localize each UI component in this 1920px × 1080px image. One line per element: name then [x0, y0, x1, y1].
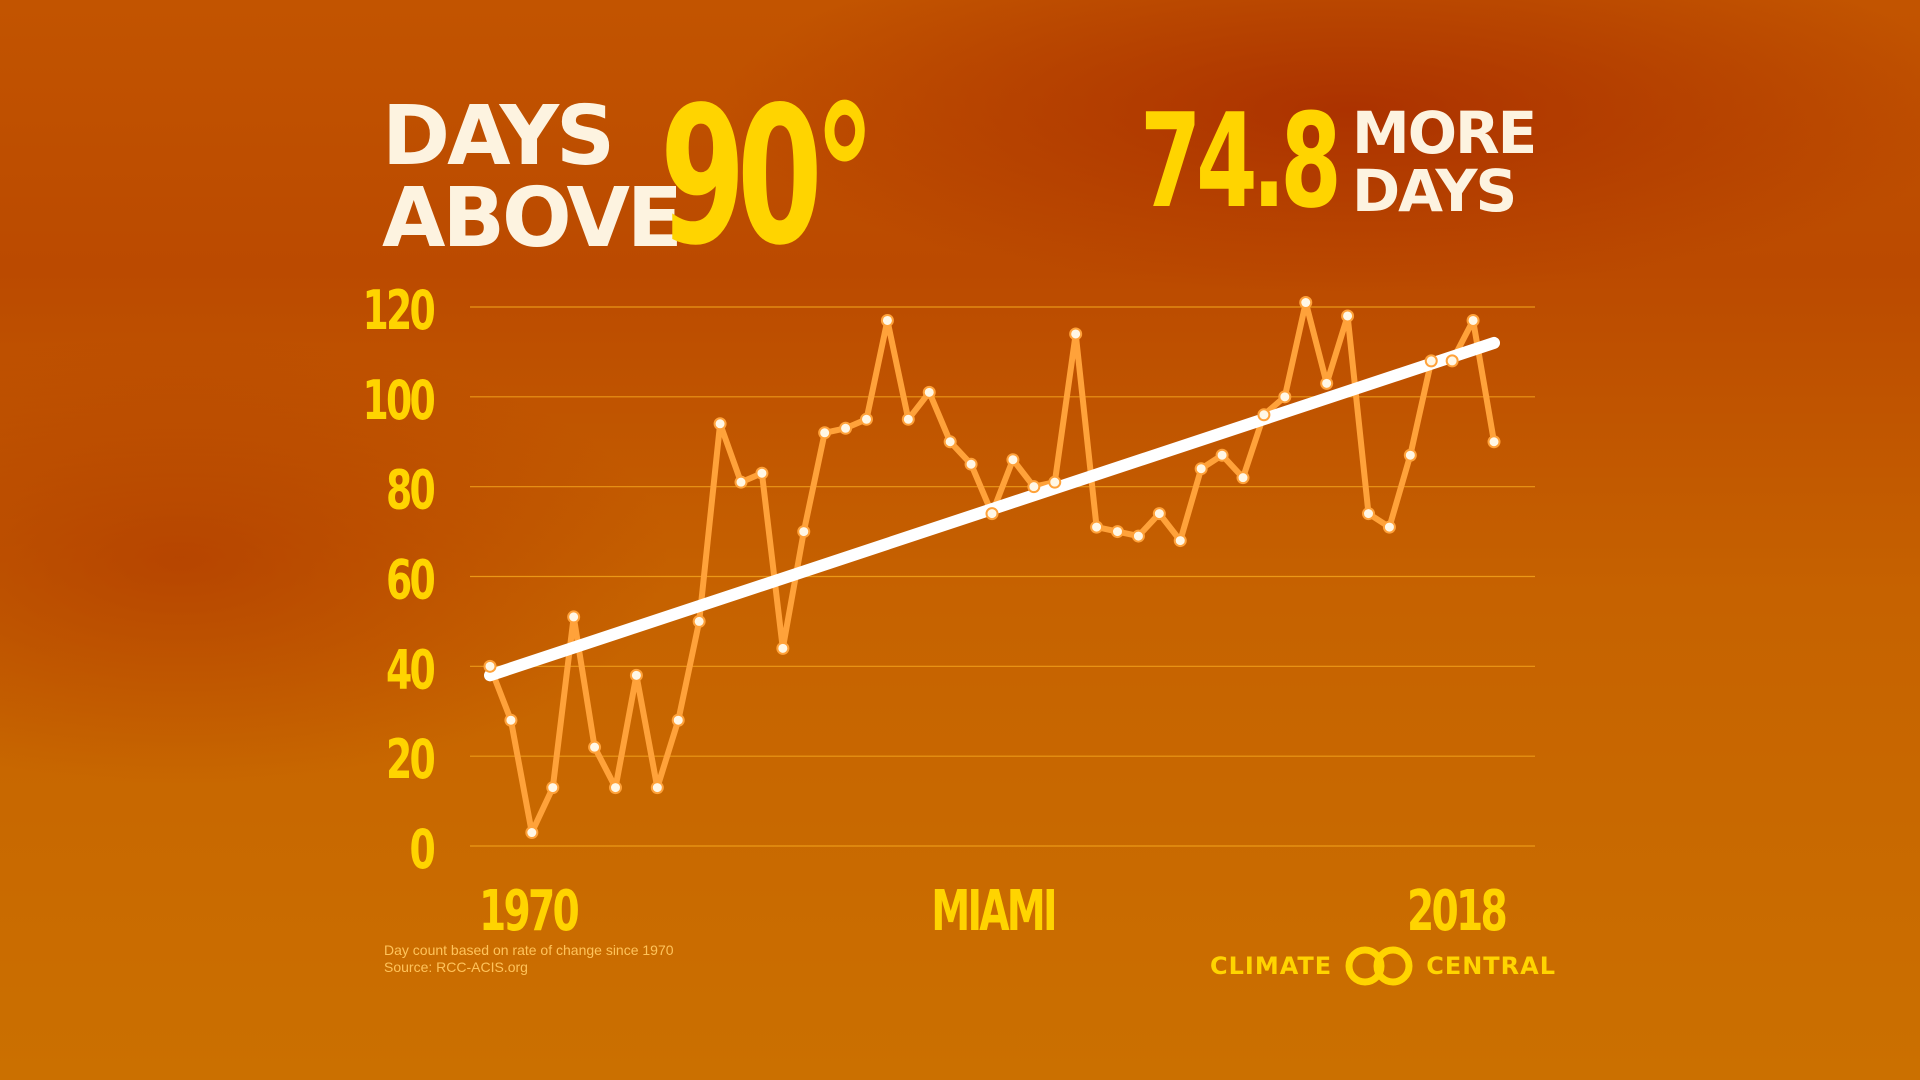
data-point: [692, 614, 706, 628]
footnote: Day count based on rate of change since …: [384, 942, 674, 976]
data-point: [1320, 376, 1334, 390]
data-points: [483, 296, 1501, 840]
data-point: [588, 740, 602, 754]
data-point: [1341, 309, 1355, 323]
data-point: [1152, 507, 1166, 521]
data-point: [901, 412, 915, 426]
data-point: [1173, 534, 1187, 548]
y-tick-label: 40: [386, 639, 435, 702]
data-point: [1069, 327, 1083, 341]
data-point: [922, 385, 936, 399]
data-point: [943, 435, 957, 449]
data-point: [1382, 520, 1396, 534]
data-point: [1424, 354, 1438, 368]
data-point: [1194, 462, 1208, 476]
data-point: [797, 525, 811, 539]
data-point: [1215, 448, 1229, 462]
y-tick-label: 120: [363, 279, 435, 342]
data-point: [1487, 435, 1501, 449]
footnote-method: Day count based on rate of change since …: [384, 942, 674, 958]
climate-central-logo: CLIMATE CENTRAL: [1210, 944, 1556, 988]
data-point: [1445, 354, 1459, 368]
y-tick-label: 80: [386, 459, 435, 522]
data-point: [1027, 480, 1041, 494]
location-label: MIAMI: [931, 879, 1055, 944]
data-point: [1257, 408, 1271, 422]
data-point: [985, 507, 999, 521]
footnote-source: Source: RCC-ACIS.org: [384, 959, 528, 975]
data-point: [1111, 525, 1124, 539]
brand-word-left: CLIMATE: [1210, 952, 1333, 980]
data-point: [1278, 390, 1292, 404]
data-point: [880, 313, 894, 327]
data-point: [1236, 471, 1250, 485]
data-point: [1299, 296, 1313, 310]
stat-number: 74.8: [1140, 85, 1342, 237]
data-point: [1006, 453, 1020, 467]
y-tick-label: 0: [410, 818, 435, 881]
data-point: [818, 426, 832, 440]
data-point: [525, 826, 539, 840]
data-point: [671, 713, 685, 727]
data-point: [483, 659, 497, 673]
series-line: [487, 299, 1497, 836]
gridlines: [470, 306, 1535, 847]
data-point: [713, 417, 727, 431]
data-point: [1403, 448, 1417, 462]
data-point: [1090, 520, 1104, 534]
data-point: [1362, 507, 1375, 521]
data-point: [567, 610, 581, 624]
title-line-above: ABOVE: [382, 171, 683, 266]
data-point: [546, 781, 560, 795]
data-point: [650, 781, 664, 795]
chart-title: DAYS ABOVE: [382, 89, 683, 266]
x-tick-label-end: 2018: [1407, 879, 1506, 944]
data-series: [487, 299, 1497, 836]
title-temperature: 90°: [660, 66, 876, 287]
stat-label-more: MORE: [1352, 99, 1537, 167]
stat-label: MORE DAYS: [1352, 99, 1537, 225]
y-tick-label: 60: [386, 549, 435, 612]
y-tick-label: 100: [363, 369, 435, 432]
data-point: [1466, 313, 1480, 327]
data-point: [1048, 475, 1062, 489]
data-point: [839, 421, 853, 435]
y-axis-ticks: 0 20 40 60 80 100 120: [363, 279, 438, 881]
x-tick-label-start: 1970: [479, 879, 578, 944]
stat-label-days: DAYS: [1352, 157, 1517, 225]
data-point: [776, 641, 790, 655]
data-point: [629, 668, 643, 682]
data-point: [1131, 529, 1145, 543]
data-point: [504, 713, 518, 727]
title-line-days: DAYS: [382, 89, 615, 184]
data-point: [964, 457, 978, 471]
data-point: [860, 412, 873, 426]
data-point: [734, 475, 748, 489]
x-axis-labels: 1970 2018 MIAMI: [479, 879, 1508, 944]
data-point: [755, 466, 769, 480]
interlocking-rings-icon: [1345, 946, 1413, 986]
y-tick-label: 20: [386, 728, 435, 791]
data-point: [609, 781, 622, 795]
brand-word-right: CENTRAL: [1426, 952, 1557, 980]
